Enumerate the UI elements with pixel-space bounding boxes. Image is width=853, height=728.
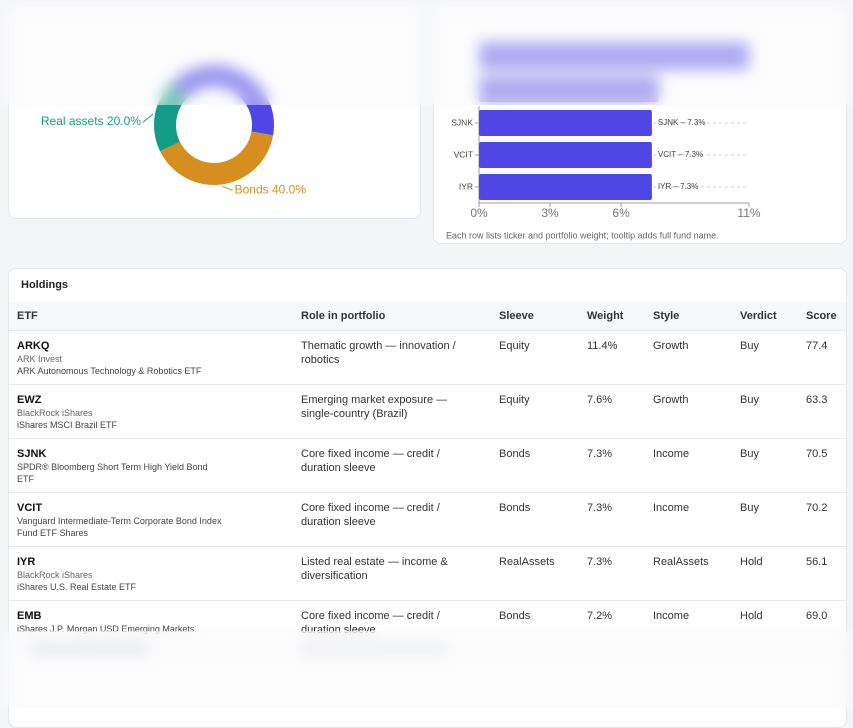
x-tick-label: 0% (470, 206, 488, 220)
y-tick-label: VCIT (454, 149, 473, 159)
leader-line (142, 113, 154, 123)
fund-name: ARK Autonomous Technology & Robotics ETF (17, 366, 202, 376)
role: Emerging market exposure — single-countr… (301, 394, 448, 420)
slice-label: Bonds 40.0% (235, 183, 307, 197)
sleeve-cell: Bonds (490, 438, 578, 493)
verdict-cell: Buy (731, 384, 797, 439)
ticker: SJNK (17, 448, 47, 460)
role-cell: Listed real estate — income & diversific… (292, 546, 490, 601)
ticker: EWZ (17, 394, 42, 406)
x-tick-label: 11% (737, 206, 760, 220)
blur-bottom (0, 631, 853, 708)
x-tick-label: 6% (612, 206, 630, 220)
fund-name: SPDR® Bloomberg Short Term High Yield Bo… (17, 462, 208, 484)
blur-top (0, 0, 853, 105)
fund-name: Vanguard Intermediate-Term Corporate Bon… (17, 516, 222, 538)
score-cell: 77.4 (797, 330, 846, 385)
etf-cell: VCIT Vanguard Intermediate-Term Corporate… (9, 492, 292, 547)
ticker: IYR (17, 556, 36, 568)
column-header: Verdict (731, 302, 797, 331)
verdict-cell: Buy (731, 492, 797, 547)
role-cell: Core fixed income — credit / duration sl… (292, 492, 490, 547)
y-tick-label: SJNK (451, 117, 473, 127)
column-header: Score (797, 302, 846, 331)
weight-cell: 7.3% (578, 438, 644, 493)
etf-cell: SJNK SPDR® Bloomberg Short Term High Yiel… (9, 438, 292, 493)
style-cell: Income (644, 492, 731, 547)
ticker: VCIT (17, 502, 43, 514)
style-cell: Growth (644, 330, 731, 385)
weight-cell: 7.6% (578, 384, 644, 439)
column-header: Role in portfolio (292, 302, 490, 331)
style-cell: RealAssets (644, 546, 731, 601)
role: Core fixed income — credit / duration sl… (301, 502, 440, 528)
style-cell: Growth (644, 384, 731, 439)
x-tick-label: 3% (541, 206, 559, 220)
holding-row: IYR BlackRock iShares iShares U.S. Real Es… (9, 546, 846, 601)
slice-value: 20.0% (107, 114, 141, 128)
sleeve-cell: Equity (490, 330, 578, 385)
etf-cell: IYR BlackRock iShares iShares U.S. Real Es… (9, 546, 292, 601)
score-cell: 63.3 (797, 384, 846, 439)
card-title: Holdings (21, 279, 69, 291)
style-cell: Income (644, 438, 731, 493)
slice-value: 40.0% (272, 183, 306, 197)
verdict-cell: Buy (731, 438, 797, 493)
bar-label: SJNK – 7.3% (658, 118, 706, 127)
score-cell: 56.1 (797, 546, 846, 601)
sleeve-cell: Bonds (490, 492, 578, 547)
role-cell: Thematic growth — innovation / robotics (292, 330, 490, 385)
ticker: ARKQ (17, 340, 50, 352)
role: Core fixed income — credit / duration sl… (301, 448, 440, 474)
sleeve-cell: RealAssets (490, 546, 578, 601)
fund-name: iShares J.P. Morgan USD Emerging Markets (17, 624, 195, 634)
fund-name: iShares MSCI Brazil ETF (17, 420, 118, 430)
column-header: Weight (578, 302, 644, 331)
holdings-card: Holdings ETF Role in portfolio Sleeve Weigh… (8, 268, 847, 728)
column-header: Sleeve (490, 302, 578, 331)
donut-slice (160, 131, 274, 186)
bar (479, 142, 652, 168)
holdings-table: ETF Role in portfolio Sleeve Weight Style Ver… (9, 302, 846, 655)
issuer: BlackRock iShares (17, 570, 93, 580)
role: Thematic growth — innovation / robotics (301, 340, 456, 366)
sleeve-cell: Equity (490, 384, 578, 439)
slice-label: Real assets 20.0% (41, 114, 141, 128)
score-cell: 70.5 (797, 438, 846, 493)
issuer: ARK Invest (17, 354, 63, 364)
bar-label: IYR – 7.3% (658, 182, 698, 191)
column-header: ETF (9, 302, 292, 331)
etf-cell: EWZ BlackRock iShares iShares MSCI Brazil … (9, 384, 292, 439)
issuer: BlackRock iShares (17, 408, 93, 418)
ticker: EMB (17, 610, 42, 622)
y-tick-label: IYR (459, 181, 473, 191)
header-row: ETF Role in portfolio Sleeve Weight Style Ver… (9, 302, 846, 331)
holding-row: ARKQ ARK Invest ARK Autonomous Technology … (9, 330, 846, 385)
fund-name: iShares U.S. Real Estate ETF (17, 582, 137, 592)
etf-cell: ARKQ ARK Invest ARK Autonomous Technology … (9, 330, 292, 385)
score-cell: 70.2 (797, 492, 846, 547)
holding-row: SJNK SPDR® Bloomberg Short Term High Yiel… (9, 438, 846, 493)
bar (479, 174, 652, 200)
leader-line (222, 185, 233, 191)
weight-cell: 7.3% (578, 492, 644, 547)
bar (479, 110, 652, 136)
chart-caption: Each row lists ticker and portfolio weig… (446, 230, 719, 240)
column-header: Style (644, 302, 731, 331)
slice-name: Real assets (41, 114, 104, 128)
role: Listed real estate — income & diversific… (301, 556, 448, 582)
holding-row: VCIT Vanguard Intermediate-Term Corporate… (9, 492, 846, 547)
holding-row: EWZ BlackRock iShares iShares MSCI Brazil … (9, 384, 846, 439)
weight-cell: 11.4% (578, 330, 644, 385)
slice-name: Bonds (235, 183, 269, 197)
role-cell: Core fixed income — credit / duration sl… (292, 438, 490, 493)
verdict-cell: Hold (731, 546, 797, 601)
verdict-cell: Buy (731, 330, 797, 385)
role-cell: Emerging market exposure — single-countr… (292, 384, 490, 439)
weight-cell: 7.3% (578, 546, 644, 601)
bar-label: VCIT – 7.3% (658, 150, 703, 159)
